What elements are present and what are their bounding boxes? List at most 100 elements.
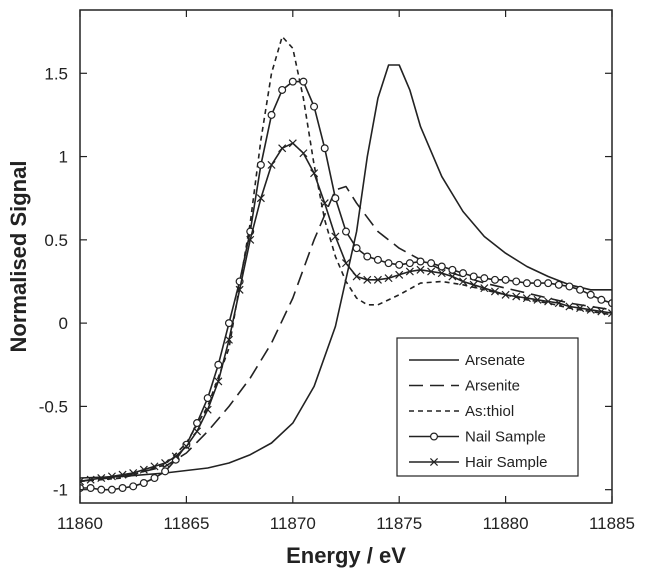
data-point [607,309,612,318]
data-point [501,275,510,284]
data-point [118,484,127,493]
data-point [256,194,265,203]
data-point [139,479,148,488]
data-point [427,259,436,268]
data-point [459,269,468,278]
series-hair-sample [80,139,612,486]
y-tick-label: 1 [59,148,68,167]
data-point [384,274,393,283]
data-point [203,405,212,414]
series-line [80,185,612,483]
data-point [214,360,223,369]
data-point [586,305,595,314]
data-point [352,244,361,253]
data-point [554,299,563,308]
data-point [129,468,138,478]
data-point [554,280,563,289]
data-point [501,290,510,299]
plot-frame [79,9,613,504]
data-point [490,287,499,296]
series-layer [80,35,612,494]
data-point [373,255,382,264]
data-point [150,474,159,483]
x-axis-title: Energy / eV [286,543,406,568]
data-point [565,302,574,311]
data-point [395,270,404,279]
y-tick-label: 1.5 [44,64,68,83]
data-point [544,279,553,288]
data-point [107,472,116,481]
data-point [310,102,319,111]
data-point [576,304,585,313]
data-point [576,285,585,294]
data-point [363,275,372,284]
data-point [469,272,478,281]
data-point [107,485,116,494]
data-point [597,295,606,304]
data-point [299,149,308,158]
data-point [373,275,382,284]
legend-marker [429,457,439,467]
data-point [512,292,521,301]
data-point [522,279,531,288]
legend-marker [430,432,439,441]
data-point [80,477,85,486]
data-point [129,482,138,491]
data-point [363,252,372,261]
data-point [235,285,244,294]
data-point [480,284,489,293]
data-point [427,267,436,276]
data-point [182,442,191,451]
legend: Arsenate Arsenite As:thiol Nail Sample Hair … [396,337,579,477]
data-point [448,265,457,274]
data-point [342,227,351,236]
data-point [490,275,499,284]
data-point [161,467,170,476]
legend-label: Hair Sample [465,454,548,471]
data-point [97,485,106,494]
y-axis-title: Normalised Signal [6,161,31,353]
data-point [161,459,170,468]
data-point [86,484,95,493]
data-point [171,452,180,461]
y-tick-label: 0 [59,314,68,333]
data-point [118,470,127,479]
x-tick-label: 11880 [483,514,529,533]
data-point [597,307,606,316]
series-arsenate [80,64,612,479]
series-nail-sample [80,77,612,494]
data-point [331,194,340,203]
data-point [299,77,308,86]
data-point [586,290,595,299]
series-arsenite [80,185,612,483]
data-point [256,160,265,169]
x-tick-label: 11875 [376,514,422,533]
data-point [469,280,478,289]
data-point [533,295,542,304]
data-point [512,277,521,286]
data-point [278,85,287,94]
data-point [522,294,531,303]
data-point [310,169,319,178]
data-point [437,262,446,271]
x-tick-label: 11870 [270,514,316,533]
data-point [448,272,457,281]
data-point [416,257,425,266]
legend-label: Arsenate [465,352,525,369]
data-point [203,394,212,403]
data-point [320,144,329,153]
data-point [214,377,223,386]
data-point [437,269,446,278]
data-point [405,259,414,268]
data-point [97,473,106,483]
data-point [533,279,542,288]
legend-label: Arsenite [465,378,520,395]
data-point [331,232,340,241]
x-tick-label: 11885 [589,514,635,533]
data-point [341,259,351,268]
data-point [544,297,553,306]
series-line [80,64,612,479]
data-point [246,235,255,244]
y-axis: -1 -0.5 0 0.5 1 1.5 [39,64,612,500]
